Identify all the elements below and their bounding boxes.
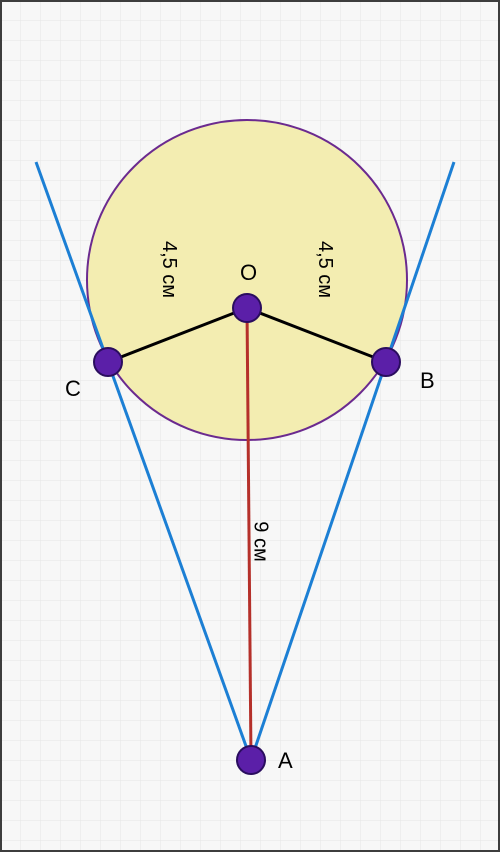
point-O: [233, 294, 261, 322]
label-O: O: [240, 260, 257, 286]
point-A: [237, 746, 265, 774]
measurement-OB: 4,5 см: [313, 241, 336, 298]
label-B: B: [420, 368, 435, 394]
label-C: C: [65, 376, 81, 402]
measurement-OA: 9 см: [249, 521, 272, 561]
label-A: A: [278, 748, 293, 774]
point-B: [372, 348, 400, 376]
geometry-diagram: [0, 0, 500, 852]
point-C: [94, 348, 122, 376]
measurement-OC: 4,5 см: [157, 241, 180, 298]
